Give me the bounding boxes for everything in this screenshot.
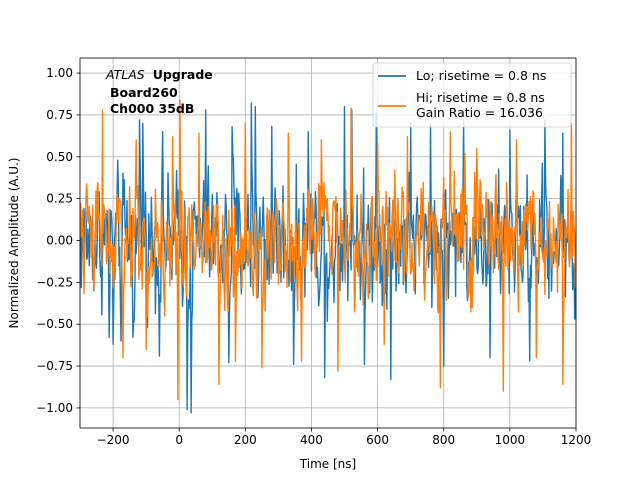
x-tick-label: −200 bbox=[97, 433, 130, 447]
y-tick-label: −0.25 bbox=[36, 275, 73, 289]
y-axis-label: Normalized Amplitude (A.U.) bbox=[7, 158, 21, 329]
board-label: Board260 bbox=[110, 85, 178, 100]
y-tick-label: 0.00 bbox=[46, 233, 73, 247]
x-tick-label: 1200 bbox=[561, 433, 592, 447]
x-tick-label: 0 bbox=[175, 433, 183, 447]
y-tick-label: −1.00 bbox=[36, 401, 73, 415]
x-tick-label: 1000 bbox=[495, 433, 526, 447]
y-tick-label: 0.50 bbox=[46, 150, 73, 164]
y-tick-label: 0.25 bbox=[46, 192, 73, 206]
legend-label-hi-line2: Gain Ratio = 16.036 bbox=[416, 105, 543, 120]
series-layer bbox=[80, 99, 576, 414]
x-tick-label: 800 bbox=[432, 433, 455, 447]
x-tick-label: 600 bbox=[366, 433, 389, 447]
y-tick-label: −0.50 bbox=[36, 317, 73, 331]
legend-box bbox=[372, 62, 572, 128]
axis-ticks: −200 0 200 400 600 800 1000 1200 −1.00 −0.75 −0.50… bbox=[36, 66, 591, 447]
channel-label: Ch000 35dB bbox=[110, 101, 194, 116]
x-tick-label: 200 bbox=[234, 433, 257, 447]
atlas-label: ATLAS bbox=[105, 67, 145, 82]
legend: Lo; risetime = 0.8 ns Hi; risetime = 0.8… bbox=[372, 62, 572, 128]
svg-text:ATLAS Upgrade: ATLAS Upgrade bbox=[105, 67, 213, 82]
legend-label-lo: Lo; risetime = 0.8 ns bbox=[416, 68, 546, 83]
y-tick-label: −0.75 bbox=[36, 359, 73, 373]
upgrade-label: Upgrade bbox=[153, 67, 213, 82]
x-tick-label: 400 bbox=[300, 433, 323, 447]
plot-frame bbox=[79, 57, 577, 429]
y-tick-label: 1.00 bbox=[46, 66, 73, 80]
series-hi-line bbox=[80, 99, 576, 401]
x-axis-label: Time [ns] bbox=[299, 457, 356, 471]
atlas-annotation: ATLAS Upgrade Board260 Ch000 35dB bbox=[105, 67, 213, 116]
legend-label-hi: Hi; risetime = 0.8 ns Gain Ratio = 16.03… bbox=[416, 90, 549, 120]
legend-label-hi-line1: Hi; risetime = 0.8 ns bbox=[416, 90, 545, 105]
y-tick-label: 0.75 bbox=[46, 108, 73, 122]
